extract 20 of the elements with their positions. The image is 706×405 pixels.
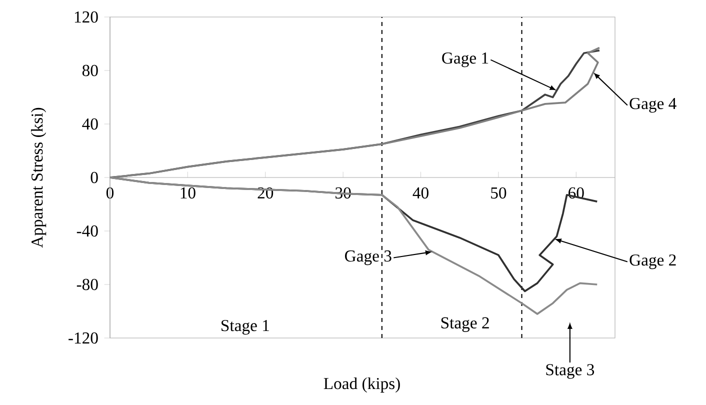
y-tick-label: 80 xyxy=(82,64,98,76)
text: Gage 1 xyxy=(442,52,488,68)
y-axis-title: Apparent Stress (ksi) xyxy=(30,108,46,248)
x-tick-label: 10 xyxy=(180,187,196,199)
y-tick-label: 120 xyxy=(74,11,98,23)
x-tick-label: 0 xyxy=(106,187,114,199)
series-label: Gage 3 xyxy=(345,250,392,266)
text: Gage 4 xyxy=(630,98,676,113)
text: Gage 2 xyxy=(630,254,676,270)
x-tick-label: 40 xyxy=(412,187,428,199)
y-tick-label: 0 xyxy=(90,172,98,184)
annotation: Stage 2 xyxy=(441,317,489,332)
x-tick-label: 50 xyxy=(491,187,506,199)
annotation: Stage 1 xyxy=(222,320,269,335)
text: Stage 3 xyxy=(546,364,594,379)
y-tick-label: -120 xyxy=(68,332,98,344)
y-tick-label: -40 xyxy=(76,225,98,237)
y-tick-label: 40 xyxy=(82,118,98,130)
x-axis-title: Load (kips) xyxy=(324,377,400,393)
y-tick-label: -80 xyxy=(76,278,98,290)
